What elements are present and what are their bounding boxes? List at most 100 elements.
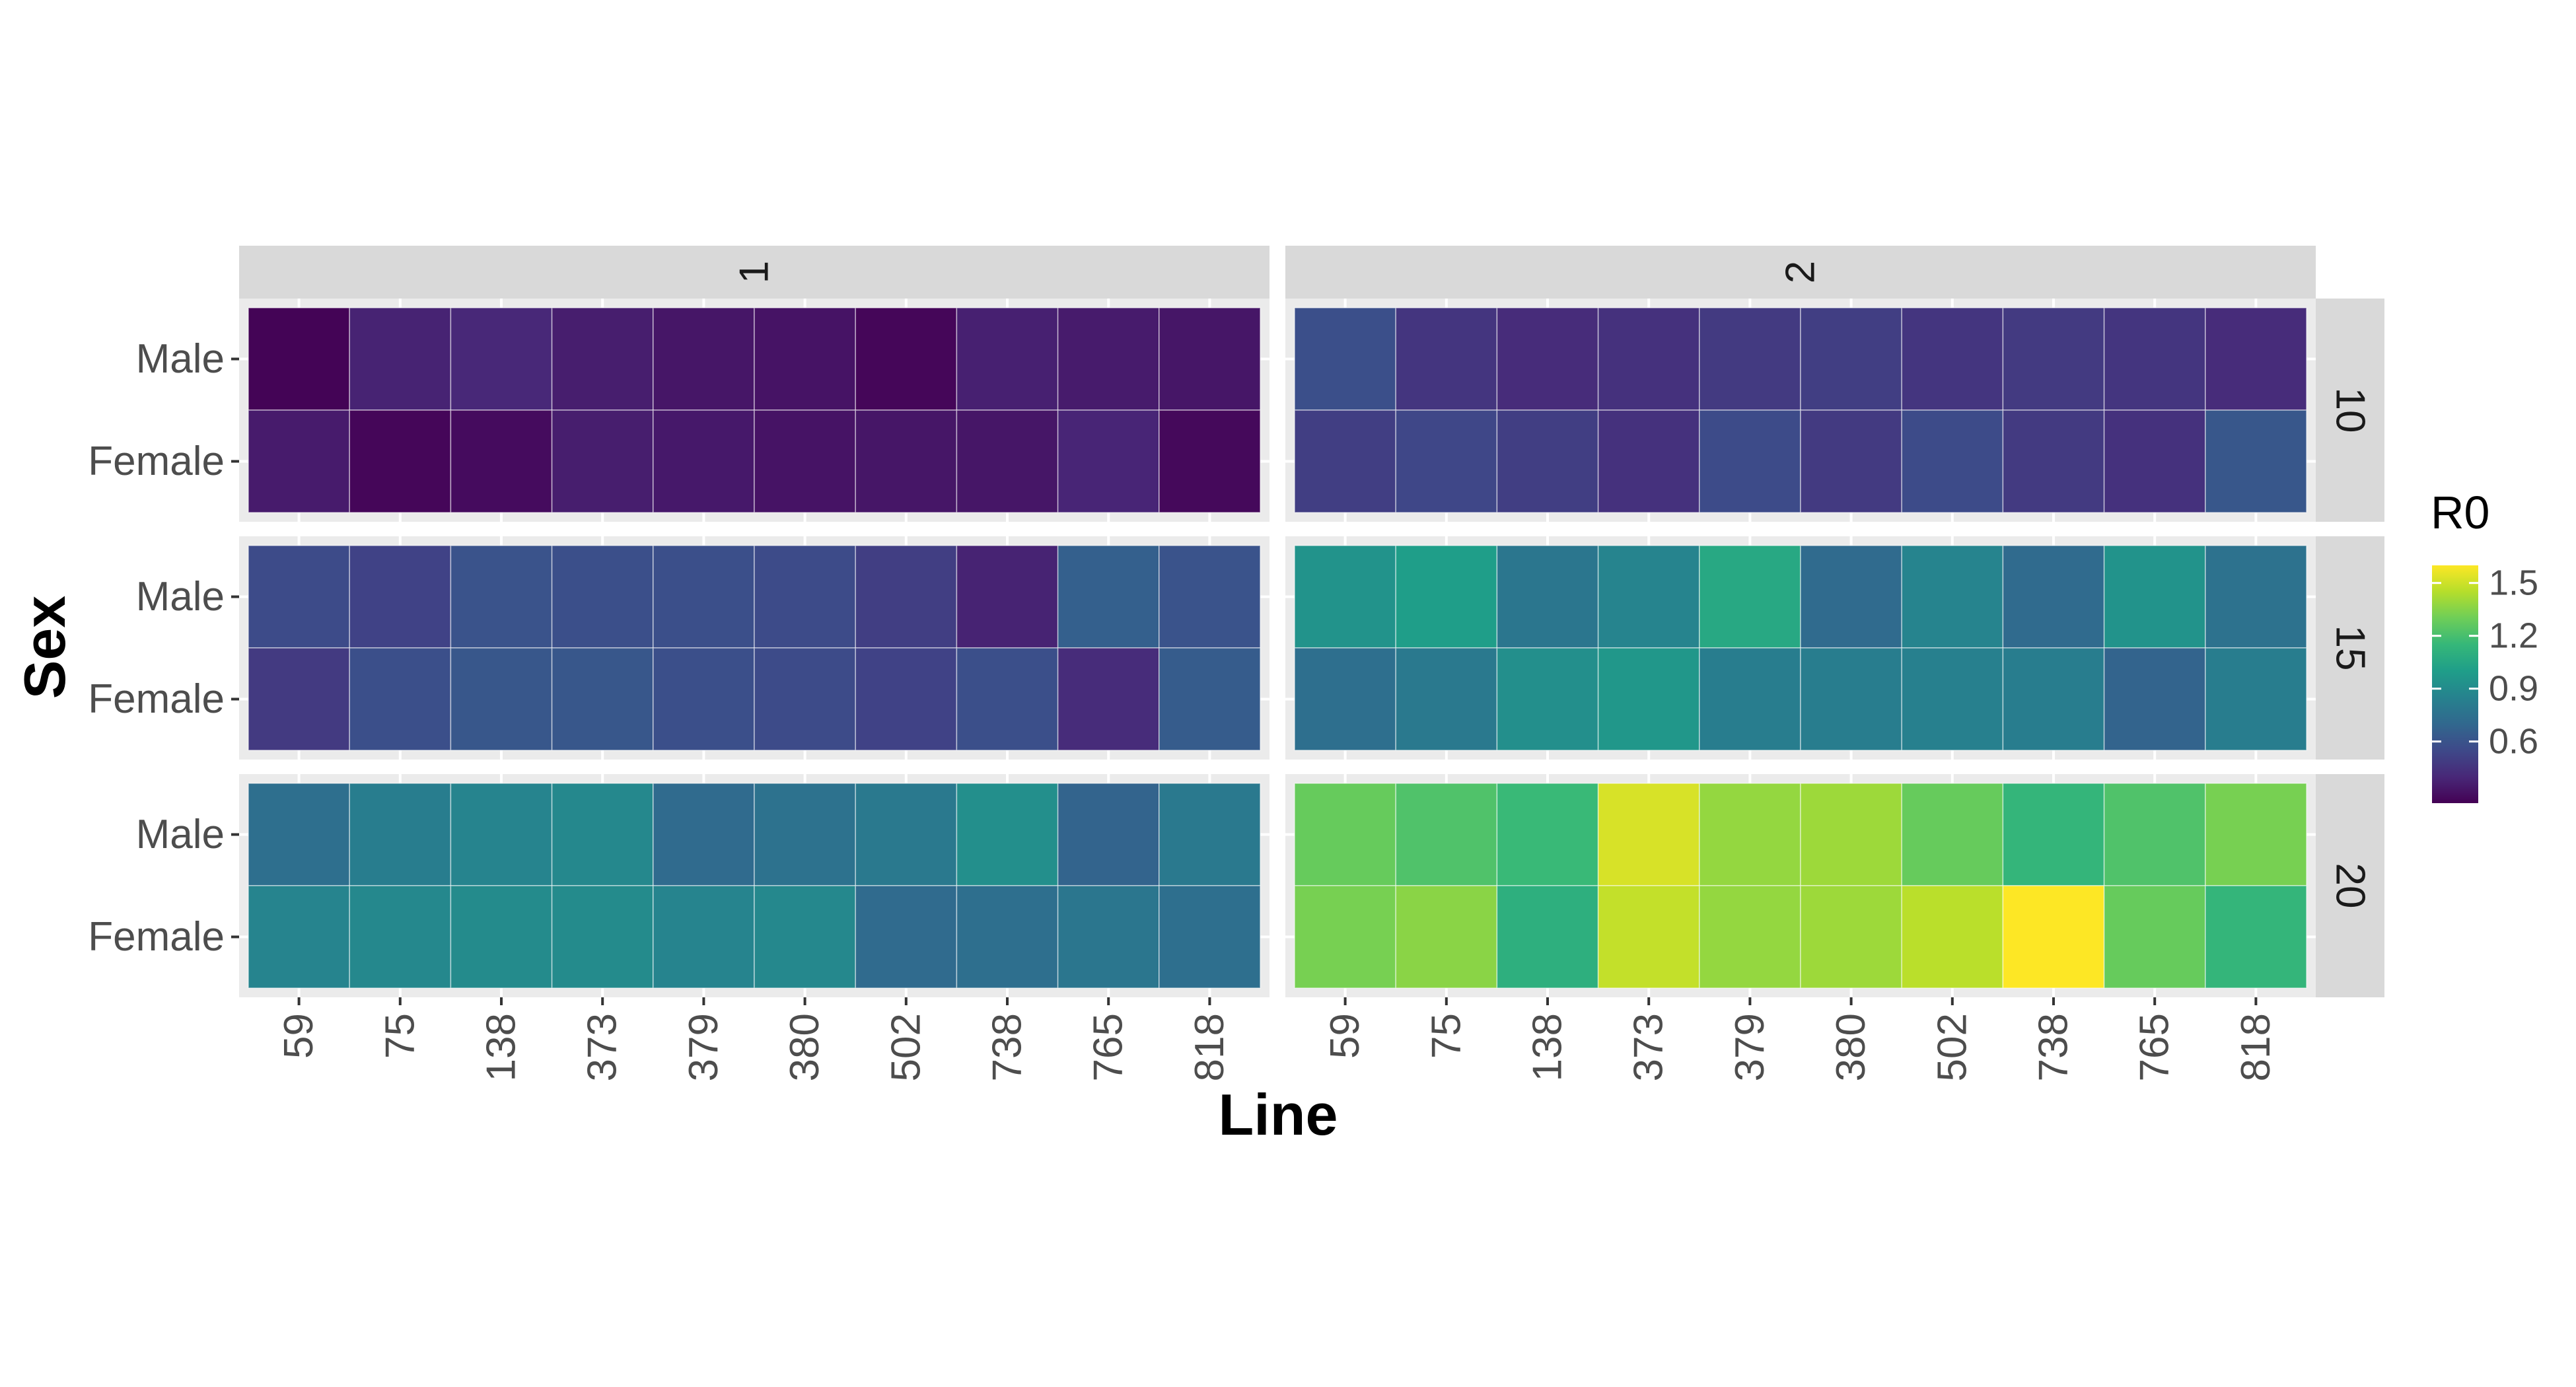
panel-2-20 <box>1285 774 2316 997</box>
heatmap-tile <box>1496 885 1599 989</box>
x-tick-label: 138 <box>479 1013 524 1081</box>
heatmap-tile <box>450 885 553 989</box>
heatmap-tile <box>1294 885 1396 989</box>
heatmap-tile <box>551 885 654 989</box>
heatmap-tile <box>1699 545 1801 649</box>
heatmap-tile <box>248 307 350 411</box>
heatmap-tile <box>551 647 654 751</box>
x-tick-label: 765 <box>1086 1013 1131 1081</box>
facet-panels <box>239 299 2316 997</box>
heatmap-tile <box>551 783 654 886</box>
heatmap-tile <box>1395 783 1498 886</box>
x-tick-label: 75 <box>377 1013 423 1059</box>
colorbar-ticks: 0.6 0.9 1.2 1.5 <box>2432 563 2538 762</box>
heatmap-tile <box>2103 409 2206 513</box>
heatmap-tile <box>1901 783 2004 886</box>
heatmap-tile <box>2002 885 2105 989</box>
heatmap-tile <box>1800 783 1902 886</box>
heatmap-tile <box>2002 647 2105 751</box>
heatmap-tile <box>1159 783 1261 886</box>
column-strip-2: 2 <box>1285 246 2316 299</box>
x-tick-label: 818 <box>2233 1013 2279 1081</box>
colorbar-tick-label: 1.5 <box>2489 563 2538 603</box>
colorbar-tick-label: 0.9 <box>2489 669 2538 709</box>
heatmap-tile <box>1057 545 1160 649</box>
heatmap-tile <box>1800 307 1902 411</box>
heatmap-tile <box>1901 307 2004 411</box>
y-tick-label: Female <box>88 676 225 722</box>
x-tick-label: 738 <box>2031 1013 2077 1081</box>
strip-background <box>2316 299 2384 522</box>
heatmap-tile <box>1800 885 1902 989</box>
x-tick-label: 75 <box>1423 1013 1469 1059</box>
heatmap-tile <box>2205 647 2307 751</box>
heatmap-tile <box>248 409 350 513</box>
heatmap-tile <box>754 409 856 513</box>
y-tick-label: Male <box>136 336 225 382</box>
heatmap-tile <box>653 409 755 513</box>
heatmap-tile <box>349 885 452 989</box>
heatmap-tile <box>1699 409 1801 513</box>
strip-background <box>1285 246 2316 299</box>
x-tick-label: 502 <box>883 1013 929 1081</box>
heatmap-tile <box>2002 783 2105 886</box>
heatmap-tile <box>349 307 452 411</box>
heatmap-tile <box>1597 545 1700 649</box>
x-tick-label: 818 <box>1187 1013 1233 1081</box>
x-tick-label: 59 <box>276 1013 322 1059</box>
x-tick-label: 502 <box>1929 1013 1975 1081</box>
heatmap-tile <box>2205 545 2307 649</box>
panel-2-10 <box>1285 299 2316 522</box>
x-tick-label: 738 <box>985 1013 1030 1081</box>
heatmap-tile <box>1496 545 1599 649</box>
heatmap-tile <box>1699 647 1801 751</box>
panel-1-15 <box>239 536 1270 760</box>
heatmap-tile <box>956 885 1059 989</box>
row-strip-10: 10 <box>2316 299 2384 522</box>
heatmap-tile <box>855 647 958 751</box>
heatmap-tile <box>855 545 958 649</box>
heatmap-tile <box>1597 409 1700 513</box>
row-strip-label: 20 <box>2328 863 2373 909</box>
heatmap-tile <box>1699 307 1801 411</box>
heatmap-tile <box>1496 409 1599 513</box>
column-strip-label: 2 <box>1778 261 1824 283</box>
heatmap-tile <box>1057 647 1160 751</box>
heatmap-tile <box>855 885 958 989</box>
heatmap-tile <box>1597 307 1700 411</box>
column-strip-label: 1 <box>732 261 777 283</box>
heatmap-tile <box>956 647 1059 751</box>
heatmap-tile <box>956 783 1059 886</box>
heatmap-tile <box>1057 307 1160 411</box>
heatmap-tile <box>1294 545 1396 649</box>
strip-background <box>2316 774 2384 997</box>
x-axis-title: Line <box>1219 1082 1338 1147</box>
heatmap-tile <box>1395 545 1498 649</box>
heatmap-tile <box>248 885 350 989</box>
heatmap-tile <box>855 409 958 513</box>
heatmap-tile <box>1800 409 1902 513</box>
heatmap-tile <box>2103 783 2206 886</box>
heatmap-tile <box>1294 307 1396 411</box>
heatmap-tile <box>1294 409 1396 513</box>
heatmap-tile <box>2205 307 2307 411</box>
x-tick-label: 59 <box>1322 1013 1368 1059</box>
heatmap-tile <box>653 647 755 751</box>
heatmap-tile <box>754 647 856 751</box>
panel-2-15 <box>1285 536 2316 760</box>
x-tick-label: 138 <box>1525 1013 1571 1081</box>
heatmap-tile <box>450 783 553 886</box>
heatmap-tile <box>653 885 755 989</box>
legend-title: R0 <box>2431 487 2489 538</box>
heatmap-tile <box>1699 885 1801 989</box>
colorbar-tick-label: 1.2 <box>2489 616 2538 656</box>
heatmap-tile <box>1901 409 2004 513</box>
x-tick-label: 373 <box>1626 1013 1672 1081</box>
column-strip-1: 1 <box>239 246 1270 299</box>
heatmap-tile <box>1057 783 1160 886</box>
heatmap-tile <box>248 545 350 649</box>
heatmap-tile <box>855 307 958 411</box>
heatmap-tile <box>1496 783 1599 886</box>
heatmap-tile <box>2103 647 2206 751</box>
